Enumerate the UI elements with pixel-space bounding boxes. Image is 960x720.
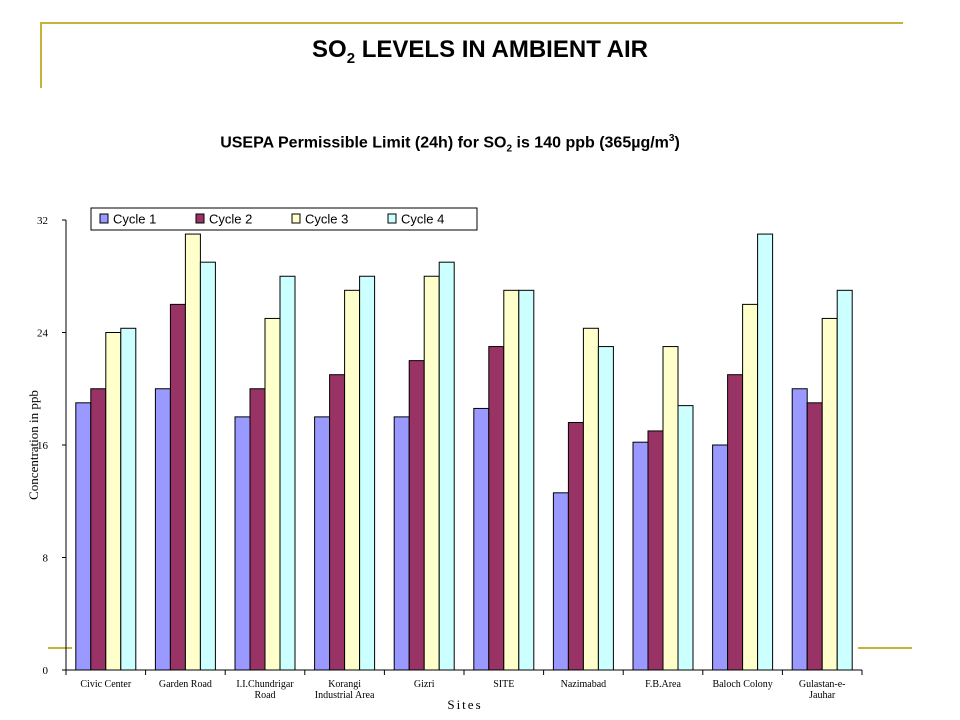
legend: Cycle 1 Cycle 2 Cycle 3 Cycle 4 (90, 207, 478, 231)
legend-swatch (195, 213, 205, 224)
bar-cycle-1 (314, 416, 331, 671)
y-tick-label: 24 (37, 328, 49, 340)
bar-cycle-1 (473, 407, 490, 671)
x-category-label: Baloch Colony (712, 679, 772, 690)
bar-cycle-3 (582, 327, 599, 671)
bar-cycle-1 (552, 492, 569, 671)
subtitle-part-a: USEPA Permissible Limit (24h) for SO (220, 134, 507, 152)
y-tick-label: 16 (37, 440, 49, 452)
bar-cycle-4 (438, 261, 455, 671)
x-category-label: Jauhar (809, 690, 836, 701)
bar-cycle-4 (757, 233, 774, 671)
bar-cycle-2 (727, 374, 744, 671)
bar-cycle-4 (518, 289, 535, 671)
y-tick-label: 0 (43, 665, 49, 677)
x-category-label: I.I.Chundrigar (236, 679, 294, 690)
slide-title: SO2 LEVELS IN AMBIENT AIR (0, 36, 960, 67)
title-text-so: SO (312, 36, 347, 63)
bar-cycle-3 (344, 289, 361, 671)
left-decor-line (40, 22, 42, 88)
x-category-label: SITE (493, 679, 514, 690)
bar-cycle-3 (423, 275, 440, 671)
bar-cycle-3 (105, 332, 122, 671)
slide-subtitle: USEPA Permissible Limit (24h) for SO2 is… (0, 133, 900, 155)
bottom-decor-line-right (858, 647, 912, 649)
bar-cycle-3 (742, 303, 759, 671)
bar-cycle-3 (662, 346, 679, 671)
x-category-label: Industrial Area (315, 690, 375, 701)
bar-cycle-2 (329, 374, 346, 671)
bars-layer (65, 233, 863, 675)
legend-swatch (387, 213, 397, 224)
legend-box (90, 207, 478, 231)
bar-cycle-2 (408, 360, 425, 671)
bar-cycle-4 (836, 289, 853, 671)
legend-label: Cycle 3 (305, 212, 348, 227)
y-tick-label: 8 (43, 553, 49, 565)
bar-cycle-1 (154, 388, 171, 671)
bar-cycle-2 (647, 430, 664, 671)
bar-cycle-1 (632, 441, 649, 671)
x-category-label: Gizri (414, 679, 435, 690)
y-axis-title: Concentration in ppb (26, 390, 41, 500)
subtitle-part-b: is 140 ppb (365 (512, 134, 632, 152)
x-category-label: Garden Road (159, 679, 212, 690)
bar-cycle-3 (264, 317, 281, 671)
bar-cycle-1 (791, 388, 808, 671)
top-decor-line (40, 22, 903, 24)
bar-cycle-1 (393, 416, 410, 671)
y-ticks: 0 8 16 24 32 (37, 215, 66, 677)
y-tick-label: 32 (37, 215, 48, 227)
bar-cycle-3 (184, 233, 201, 671)
legend-label: Cycle 2 (209, 212, 252, 227)
bar-cycle-2 (249, 388, 266, 671)
legend-label: Cycle 4 (401, 212, 444, 227)
x-axis-title: Sites (447, 697, 482, 712)
bar-cycle-2 (169, 303, 186, 671)
bar-cycle-4 (359, 275, 376, 671)
bar-cycle-2 (806, 402, 823, 671)
bar-cycle-3 (821, 317, 838, 671)
title-subscript: 2 (346, 49, 356, 67)
bar-cycle-4 (279, 275, 296, 671)
bar-cycle-3 (503, 289, 520, 671)
x-category-label: F.B.Area (645, 679, 681, 690)
bar-cycle-1 (234, 416, 251, 671)
subtitle-subscript: 2 (506, 143, 513, 155)
bar-cycle-4 (120, 327, 137, 671)
x-category-label: Civic Center (80, 679, 131, 690)
bar-cycle-1 (75, 402, 92, 671)
x-category-labels: Civic Center Garden Road I.I.ChundrigarRoa… (80, 679, 845, 701)
bar-cycle-4 (677, 405, 694, 671)
bar-cycle-1 (712, 444, 729, 671)
subtitle-part-d: ) (674, 134, 680, 152)
subtitle-superscript: 3 (668, 133, 675, 144)
bottom-decor-line-left (48, 647, 72, 649)
legend-label: Cycle 1 (113, 212, 156, 227)
x-category-label: Gulastan-e- (799, 679, 846, 690)
legend-swatch (291, 213, 301, 224)
x-category-label: Korangi (328, 679, 361, 690)
bar-cycle-4 (199, 261, 216, 671)
x-category-label: Nazimabad (561, 679, 607, 690)
legend-swatch (99, 213, 109, 224)
title-text-rest: LEVELS IN AMBIENT AIR (355, 36, 648, 63)
bar-cycle-2 (488, 346, 505, 671)
subtitle-mu: µ (631, 134, 641, 152)
x-category-label: Road (254, 690, 275, 701)
bar-cycle-2 (90, 388, 107, 671)
bar-cycle-2 (567, 422, 584, 671)
subtitle-part-c: g/m (640, 134, 669, 152)
bar-cycle-4 (597, 346, 614, 671)
